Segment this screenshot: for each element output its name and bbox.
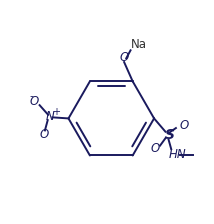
Text: S: S	[165, 128, 175, 142]
Text: N: N	[46, 110, 54, 123]
Text: O: O	[40, 128, 49, 141]
Text: O: O	[151, 142, 160, 155]
Text: HN: HN	[168, 148, 186, 161]
Text: +: +	[52, 107, 60, 117]
Text: Na: Na	[131, 38, 147, 51]
Text: -: -	[30, 91, 34, 101]
Text: O: O	[30, 95, 39, 108]
Text: O: O	[179, 119, 188, 132]
Text: O: O	[119, 51, 129, 64]
